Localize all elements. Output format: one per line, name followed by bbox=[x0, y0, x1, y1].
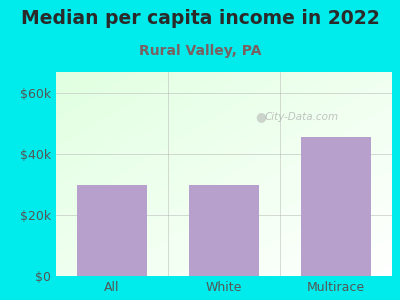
Text: ●: ● bbox=[256, 110, 266, 123]
Bar bbox=[301, 137, 371, 276]
Bar bbox=[189, 185, 259, 276]
Text: City-Data.com: City-Data.com bbox=[264, 112, 338, 122]
Text: Rural Valley, PA: Rural Valley, PA bbox=[139, 44, 261, 58]
Text: Median per capita income in 2022: Median per capita income in 2022 bbox=[21, 9, 379, 28]
Bar bbox=[77, 185, 147, 276]
